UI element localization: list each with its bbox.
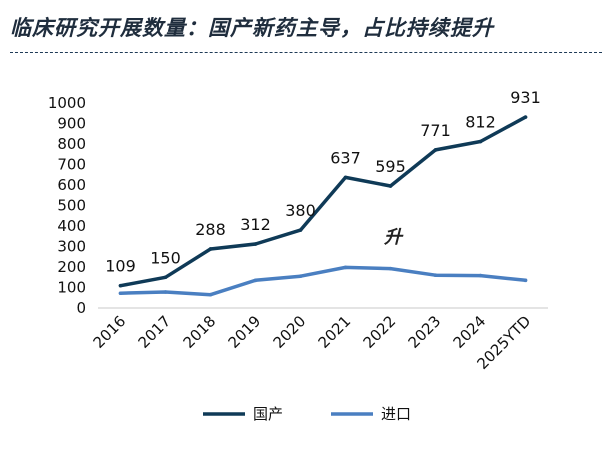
chart-annotation: 升: [383, 227, 404, 248]
y-tick-label: 700: [57, 156, 86, 174]
y-tick-label: 200: [57, 258, 86, 276]
data-label: 380: [285, 201, 316, 220]
y-tick-label: 1000: [48, 94, 86, 112]
data-point: [388, 266, 393, 271]
y-tick-label: 100: [57, 279, 86, 297]
x-tick-label: 2021: [315, 312, 355, 352]
legend: 国产 进口: [203, 405, 411, 423]
y-tick-label: 800: [57, 135, 86, 153]
series-line-0: [118, 115, 528, 288]
data-labels: 109 150 288 312 380 637 595 771 812 931: [105, 88, 541, 276]
x-tick-label: 2022: [360, 312, 400, 352]
data-point: [298, 228, 303, 232]
data-point: [343, 265, 348, 270]
data-point: [298, 274, 303, 279]
y-tick-label: 300: [57, 238, 86, 256]
y-tick-label: 900: [57, 115, 86, 133]
x-tick-label: 2017: [135, 312, 175, 352]
x-tick-label: 2020: [270, 312, 310, 352]
page-title: 临床研究开展数量：国产新药主导，占比持续提升: [10, 16, 494, 40]
data-point: [523, 278, 528, 283]
data-point: [118, 283, 123, 288]
data-label: 109: [105, 257, 136, 276]
data-point: [343, 175, 348, 180]
data-label: 771: [420, 121, 451, 140]
x-tick-label: 2024: [450, 312, 490, 352]
data-point: [208, 247, 213, 251]
legend-label: 国产: [253, 405, 283, 423]
data-point: [163, 290, 168, 294]
data-point: [253, 242, 258, 246]
data-label: 931: [510, 88, 541, 107]
x-axis: 2016 2017 2018 2019 2020 2021 2022 2023 20242025…: [90, 307, 548, 373]
data-point: [433, 148, 438, 152]
data-label: 312: [240, 215, 271, 234]
data-label: 812: [465, 113, 496, 132]
series-line-1: [118, 265, 528, 297]
data-point: [163, 275, 168, 280]
data-label: 150: [150, 248, 181, 267]
data-point: [478, 273, 483, 278]
y-tick-label: 400: [57, 217, 86, 235]
y-tick-label: 500: [57, 197, 86, 215]
x-tick-label: 2023: [405, 312, 445, 352]
x-tick-label: 2016: [90, 312, 130, 352]
y-tick-label: 600: [57, 176, 86, 194]
legend-label: 进口: [381, 405, 411, 423]
data-label: 637: [330, 148, 361, 167]
data-point: [523, 115, 528, 119]
data-point: [208, 292, 213, 297]
data-label: 595: [375, 157, 406, 176]
data-label: 288: [195, 220, 226, 239]
y-axis: 0 100 200 300 400 500 600 700 800 900 1000: [48, 94, 86, 317]
title-divider: [10, 52, 602, 53]
y-tick-label: 0: [76, 299, 86, 317]
data-point: [253, 278, 258, 283]
x-tick-label: 2018: [180, 312, 220, 352]
x-tick-label: 2019: [225, 312, 265, 352]
data-point: [478, 139, 483, 144]
data-point: [433, 273, 438, 278]
series-layer: [118, 115, 528, 297]
data-point: [388, 184, 393, 188]
data-point: [118, 291, 123, 296]
